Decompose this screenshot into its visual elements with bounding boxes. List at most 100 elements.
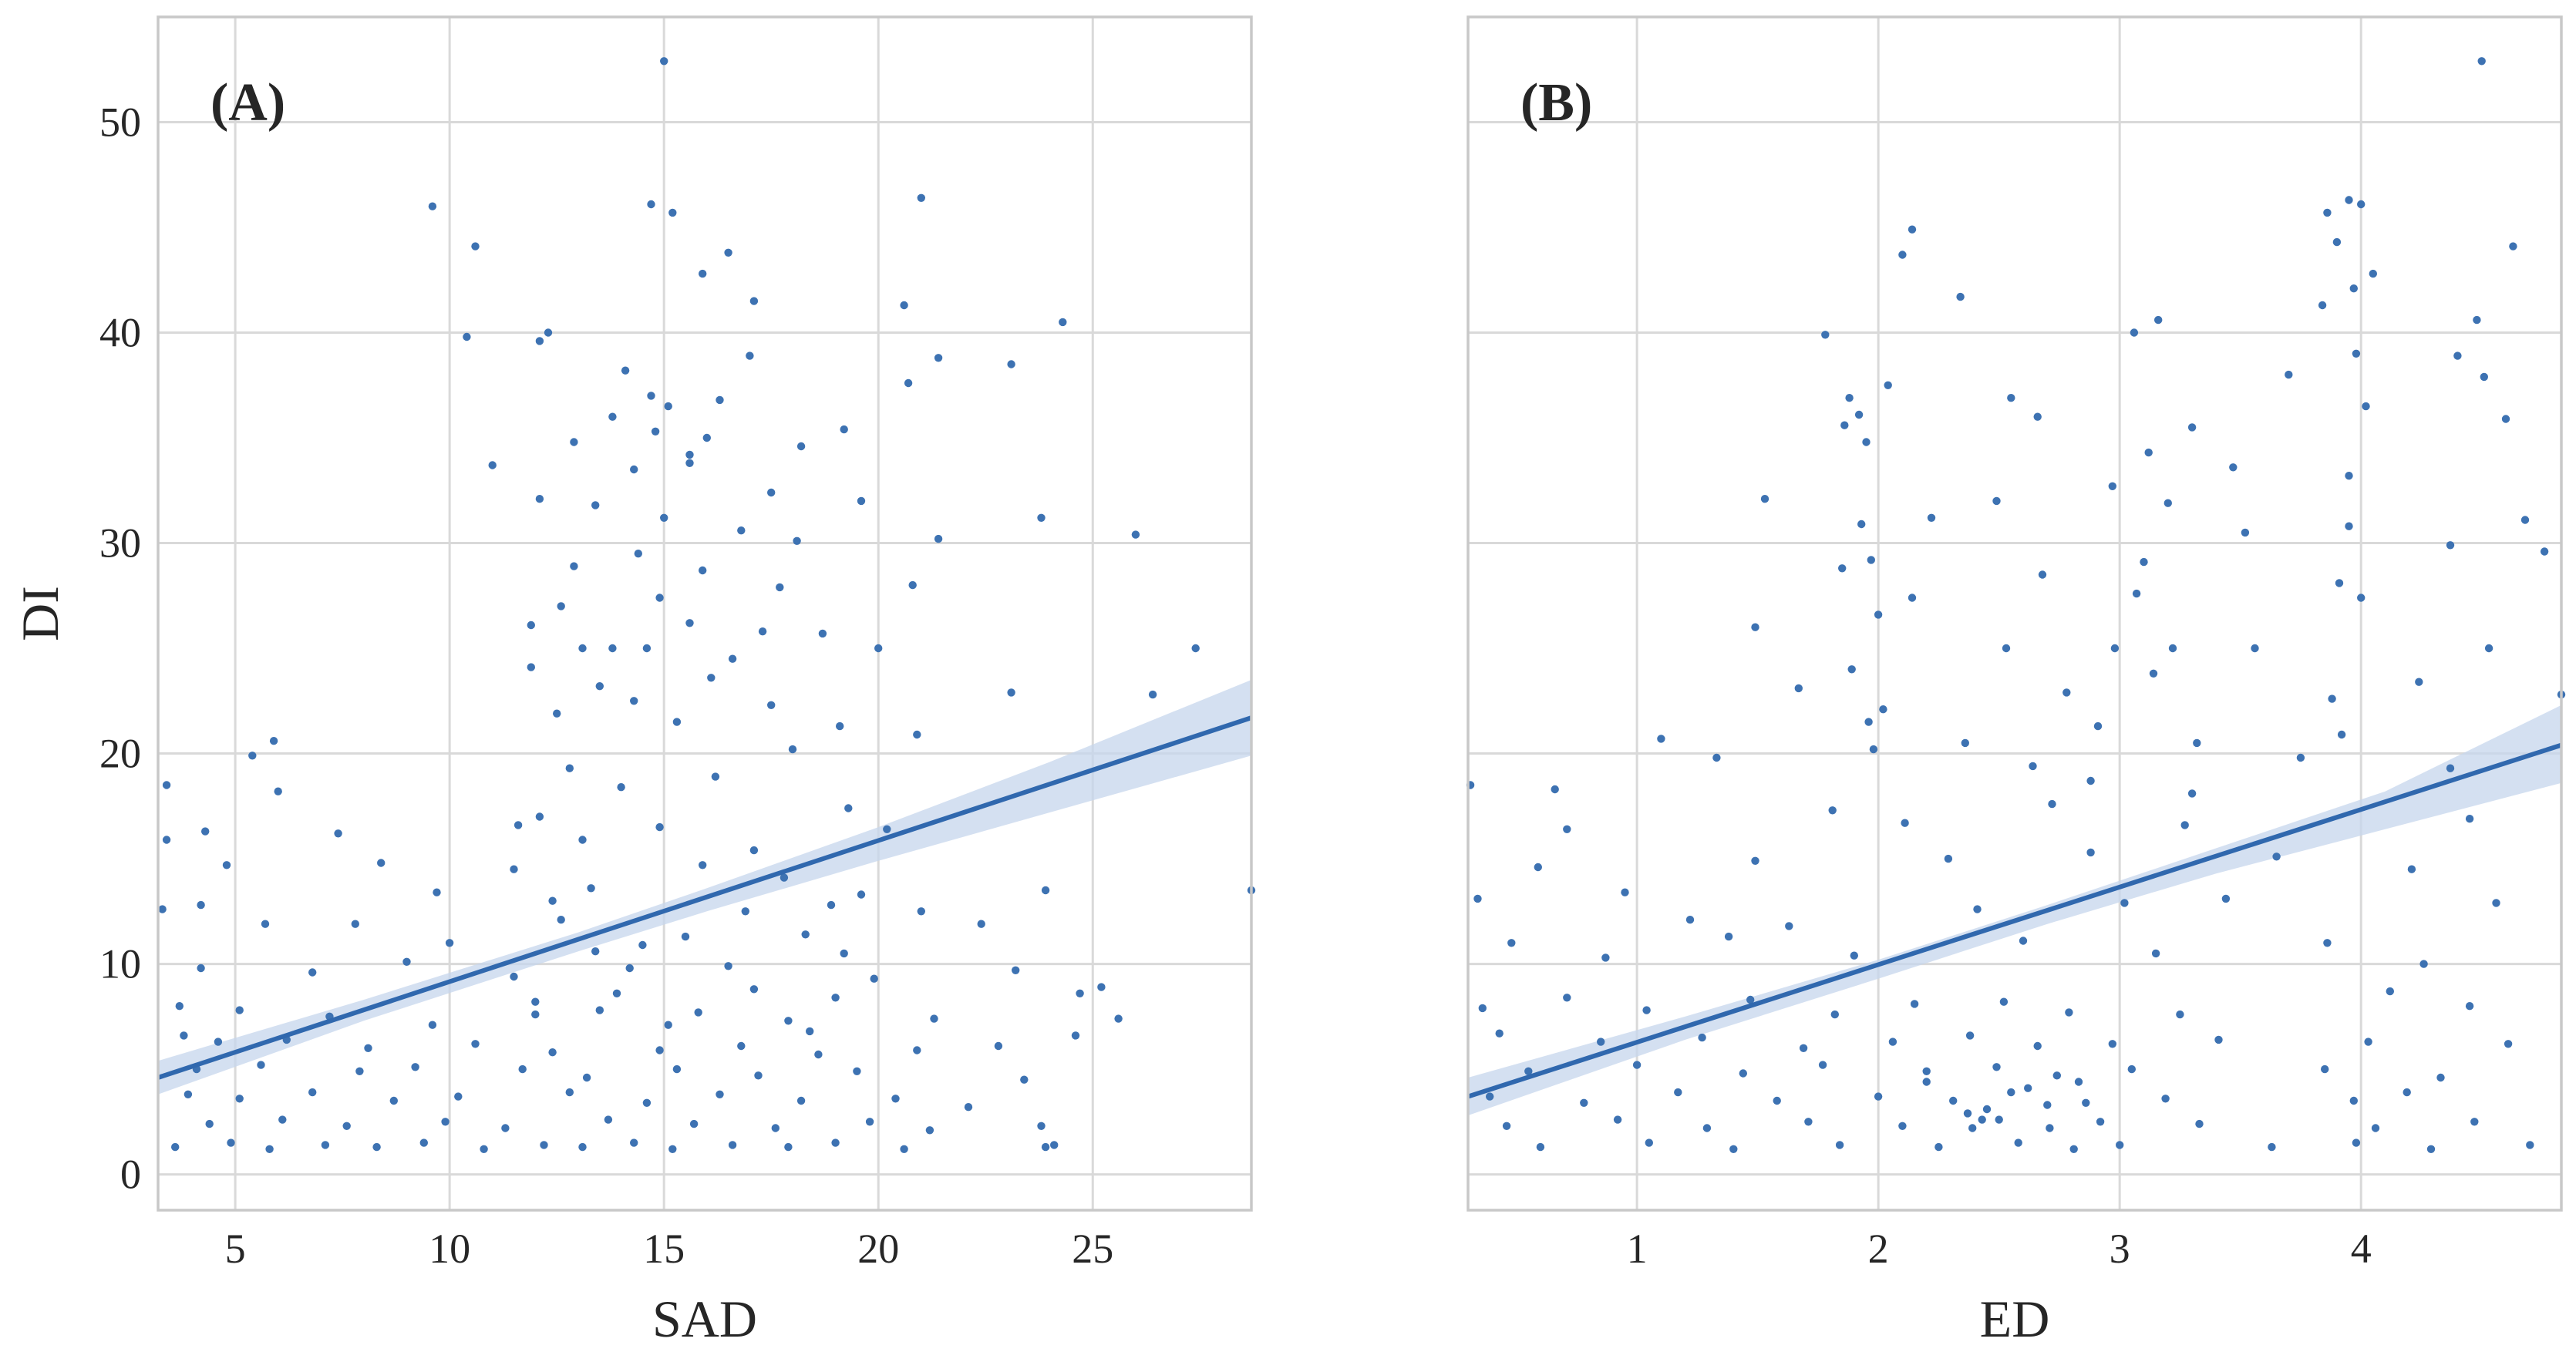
scatter-point <box>591 501 600 510</box>
y-tick-label: 50 <box>99 99 141 146</box>
scatter-point <box>2164 499 2172 507</box>
scatter-point <box>660 57 668 66</box>
scatter-point <box>1502 1122 1511 1131</box>
scatter-point <box>2132 589 2141 598</box>
scatter-point <box>758 627 767 636</box>
scatter-point <box>591 947 600 956</box>
scatter-point <box>197 900 205 910</box>
scatter-point <box>2540 547 2549 556</box>
scatter-point <box>2214 1035 2223 1044</box>
scatter-point <box>2335 579 2344 587</box>
scatter-point <box>557 602 565 610</box>
scatter-point <box>728 654 737 663</box>
scatter-point <box>1478 1004 1487 1013</box>
scatter-point <box>2321 1064 2329 1074</box>
panel-a-y-tick-labels: 0 10 20 30 40 50 <box>99 99 141 1198</box>
scatter-point <box>1642 1006 1651 1014</box>
scatter-point <box>2318 301 2327 310</box>
scatter-point <box>831 994 840 1002</box>
scatter-point <box>2108 482 2116 490</box>
scatter-point <box>2014 1138 2022 1147</box>
panel-b-gridlines <box>1468 17 2561 1210</box>
scatter-point <box>1041 886 1050 895</box>
scatter-point <box>2033 1041 2042 1051</box>
scatter-point <box>716 1090 724 1099</box>
scatter-point <box>274 787 282 795</box>
scatter-point <box>1071 1031 1080 1040</box>
scatter-point <box>488 461 497 469</box>
x-tick-label: 2 <box>1868 1226 1889 1272</box>
scatter-point <box>2419 960 2428 968</box>
scatter-point <box>612 989 621 998</box>
scatter-point <box>771 1124 780 1132</box>
scatter-point <box>2357 594 2366 602</box>
scatter-point <box>1551 785 1559 794</box>
scatter-point <box>1486 1092 1494 1101</box>
scatter-point <box>535 495 544 503</box>
scatter-point <box>1657 735 1665 743</box>
panel-a-gridlines <box>158 17 1251 1210</box>
scatter-point <box>235 1095 244 1103</box>
scatter-point <box>1879 705 1887 714</box>
scatter-point <box>578 1142 587 1152</box>
scatter-point <box>621 366 630 375</box>
scatter-point <box>2193 738 2201 748</box>
scatter-point <box>1712 753 1721 762</box>
scatter-point <box>471 242 480 251</box>
scatter-point <box>2436 1073 2445 1082</box>
scatter-point <box>1908 594 1917 602</box>
scatter-point <box>2052 1071 2061 1080</box>
scatter-point <box>2086 776 2095 785</box>
scatter-point <box>531 1010 540 1019</box>
scatter-point <box>865 1118 874 1126</box>
scatter-point <box>883 825 891 834</box>
scatter-point <box>853 1067 861 1076</box>
scatter-point <box>2024 1084 2032 1092</box>
scatter-point <box>625 964 634 973</box>
scatter-point <box>2251 644 2259 653</box>
scatter-point <box>2268 1142 2276 1152</box>
scatter-point <box>1597 1038 1605 1046</box>
panel-b-x-tick-labels: 1 2 3 4 <box>1627 1226 2372 1272</box>
scatter-point <box>1898 251 1907 259</box>
scatter-point <box>377 859 386 867</box>
scatter-point <box>162 836 171 844</box>
scatter-point <box>1698 1033 1706 1042</box>
scatter-point <box>1563 825 1571 834</box>
scatter-point <box>1821 331 1830 339</box>
scatter-point <box>1949 1096 1958 1105</box>
panel-b-scatter-points <box>1466 57 2566 1154</box>
scatter-point <box>681 932 690 941</box>
scatter-point <box>2074 1078 2083 1086</box>
scatter-point <box>1995 1115 2003 1124</box>
scatter-point <box>1076 989 1084 998</box>
scatter-point <box>2161 1095 2170 1103</box>
scatter-point <box>565 1088 574 1097</box>
scatter-point <box>1114 1014 1123 1023</box>
scatter-point <box>1908 225 1917 234</box>
scatter-point <box>647 200 655 209</box>
scatter-point <box>1050 1141 1059 1149</box>
scatter-point <box>874 644 883 653</box>
scatter-point <box>994 1041 1003 1051</box>
scatter-point <box>2140 557 2148 567</box>
scatter-point <box>2029 762 2037 771</box>
scatter-point <box>1685 916 1695 924</box>
scatter-point <box>608 644 617 653</box>
scatter-point <box>2465 815 2474 823</box>
scatter-point <box>402 957 411 967</box>
scatter-point <box>2065 1008 2073 1017</box>
scatter-point <box>668 1145 677 1154</box>
scatter-point <box>685 459 694 467</box>
scatter-point <box>2154 315 2163 325</box>
scatter-point <box>1739 1069 1747 1078</box>
scatter-point <box>2120 899 2129 907</box>
scatter-point <box>642 1098 652 1108</box>
scatter-point <box>814 1050 823 1059</box>
scatter-point <box>655 1046 664 1054</box>
scatter-point <box>724 962 732 970</box>
x-tick-label: 5 <box>225 1226 246 1272</box>
scatter-point <box>2043 1101 2052 1109</box>
scatter-point <box>1910 1000 1919 1008</box>
